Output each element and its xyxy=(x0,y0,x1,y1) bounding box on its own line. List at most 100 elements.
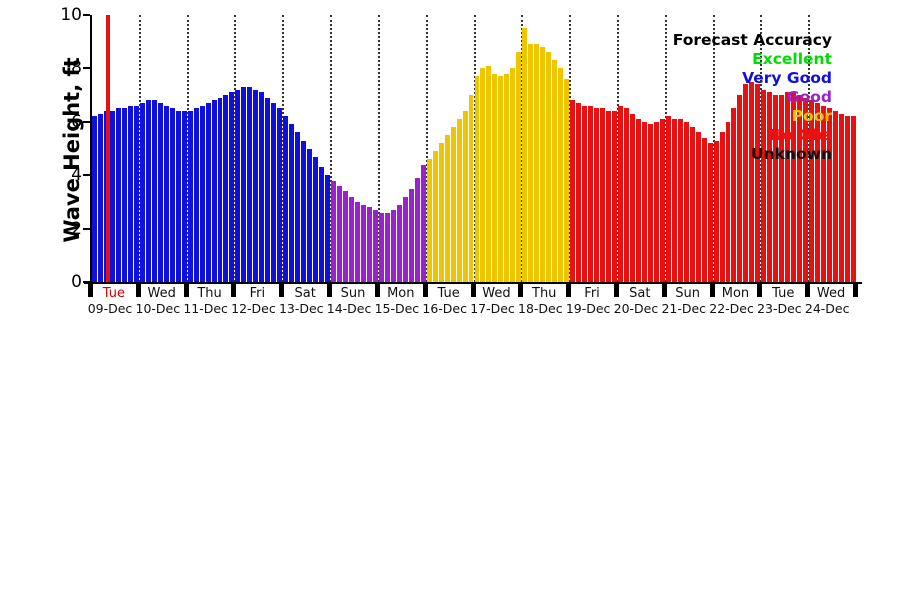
wave-bar xyxy=(707,143,713,282)
legend-title: Forecast Accuracy xyxy=(672,31,832,49)
wave-bar xyxy=(504,73,510,282)
x-day-date: 11-Dec xyxy=(183,301,228,316)
wave-bar xyxy=(169,108,175,282)
x-day-name: Sat xyxy=(294,286,316,301)
x-tick-mark xyxy=(613,283,619,297)
y-tick-mark xyxy=(83,120,90,123)
wave-bar xyxy=(402,196,408,282)
wave-bar xyxy=(348,196,354,282)
x-day-name: Fri xyxy=(249,286,266,301)
wave-bar xyxy=(139,103,145,282)
wave-bar xyxy=(558,68,564,282)
wave-bar xyxy=(92,116,97,282)
wave-bar xyxy=(127,105,133,282)
x-tick-mark xyxy=(470,283,476,297)
x-tick-mark xyxy=(135,283,141,297)
x-day-name: Tue xyxy=(102,286,126,301)
wave-bar xyxy=(564,79,570,282)
x-day-name: Fri xyxy=(584,286,600,301)
wave-bar xyxy=(576,103,582,282)
x-day-date: 12-Dec xyxy=(231,301,276,316)
wave-bar xyxy=(767,92,773,282)
wave-bar xyxy=(749,81,755,282)
x-tick-mark xyxy=(853,283,858,297)
wave-bar xyxy=(677,119,683,282)
wave-bar xyxy=(337,185,342,282)
wave-bar xyxy=(384,212,390,282)
wave-bar xyxy=(594,108,599,282)
wave-bar xyxy=(570,100,576,282)
x-tick-mark xyxy=(183,283,189,297)
wave-bar xyxy=(325,175,331,282)
wave-bar xyxy=(803,97,809,282)
x-tick-mark xyxy=(566,283,572,297)
wave-bar xyxy=(438,143,444,282)
wave-bar xyxy=(617,105,623,282)
wave-bar xyxy=(540,47,546,282)
wave-bar xyxy=(301,140,307,282)
wave-bar xyxy=(414,177,420,282)
y-tick-label: 8 xyxy=(71,58,82,79)
y-tick-mark xyxy=(83,281,90,283)
wave-bar xyxy=(289,124,295,282)
y-tick-label: 2 xyxy=(71,218,82,239)
wave-bar xyxy=(175,111,181,282)
now-marker xyxy=(105,15,110,282)
wave-bar xyxy=(516,52,522,282)
wave-bar xyxy=(582,105,588,282)
x-day-name: Tue xyxy=(437,286,460,301)
wave-bar xyxy=(522,28,528,282)
x-day-date: 09-Dec xyxy=(87,301,133,316)
x-day-date: 17-Dec xyxy=(470,301,515,316)
y-tick-mark xyxy=(83,174,90,177)
wave-bar xyxy=(797,95,803,282)
x-tick-mark xyxy=(88,283,93,297)
wave-bar xyxy=(205,103,211,282)
wave-bar xyxy=(378,212,384,282)
x-day-date: 24-Dec xyxy=(804,301,850,316)
wave-bar xyxy=(354,201,360,282)
wave-bar xyxy=(468,95,474,282)
wave-bar xyxy=(731,108,737,282)
x-tick-mark xyxy=(231,283,237,297)
wave-bar xyxy=(635,119,641,282)
wave-bar xyxy=(552,60,558,282)
wave-bar xyxy=(528,44,534,282)
day-boundary-gridline xyxy=(377,15,380,282)
plot-area xyxy=(90,15,857,282)
x-tick-mark xyxy=(279,283,285,297)
wave-bar xyxy=(444,135,450,282)
legend-entry-unknown: Unknown xyxy=(751,145,832,163)
x-day-name: Wed xyxy=(482,286,511,301)
x-day-name: Mon xyxy=(721,286,750,301)
x-day-name: Thu xyxy=(197,286,222,301)
x-tick-mark xyxy=(327,283,333,297)
wave-bar xyxy=(319,167,325,282)
wave-bar xyxy=(546,52,552,282)
wave-bar xyxy=(480,68,486,282)
wave-bar xyxy=(372,209,378,282)
x-day-date: 18-Dec xyxy=(518,301,563,316)
wave-bar xyxy=(833,111,839,282)
x-day-date: 19-Dec xyxy=(565,301,611,316)
wave-bar xyxy=(97,113,103,282)
wave-bar xyxy=(761,89,767,282)
wave-bar xyxy=(247,87,253,282)
wave-bar xyxy=(695,132,701,282)
wave-bar xyxy=(193,108,199,282)
wave-bar xyxy=(295,132,301,282)
wave-bar xyxy=(115,108,121,282)
wave-bar xyxy=(265,97,271,282)
wave-bar xyxy=(827,108,833,282)
wave-bar xyxy=(277,108,283,282)
wave-bar xyxy=(343,191,348,282)
x-day-date: 16-Dec xyxy=(422,301,467,316)
x-day-name: Wed xyxy=(816,286,846,301)
legend-entry-poor: Poor xyxy=(791,107,832,125)
wave-bar xyxy=(187,111,193,282)
x-day-name: Sun xyxy=(340,286,366,301)
y-tick-mark xyxy=(83,227,90,230)
wave-bar xyxy=(641,121,647,282)
wave-bar xyxy=(163,105,169,282)
